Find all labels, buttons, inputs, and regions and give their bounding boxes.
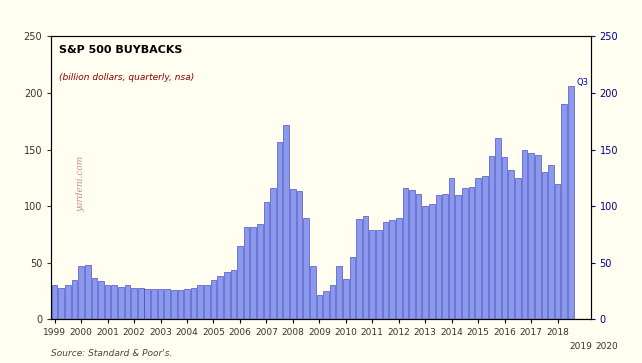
Bar: [442, 194, 448, 319]
Bar: [383, 222, 388, 319]
Bar: [52, 285, 58, 319]
Bar: [317, 294, 322, 319]
Bar: [455, 195, 461, 319]
Bar: [502, 158, 507, 319]
Text: (billion dollars, quarterly, nsa): (billion dollars, quarterly, nsa): [60, 73, 195, 82]
Bar: [198, 285, 203, 319]
Bar: [449, 178, 455, 319]
Bar: [171, 290, 177, 319]
Text: 2019: 2019: [569, 342, 592, 351]
Text: yardeni.com: yardeni.com: [76, 155, 85, 212]
Bar: [131, 288, 137, 319]
Bar: [495, 138, 501, 319]
Bar: [105, 285, 110, 319]
Bar: [323, 291, 329, 319]
Bar: [508, 170, 514, 319]
Bar: [369, 230, 375, 319]
Bar: [482, 176, 487, 319]
Bar: [125, 285, 130, 319]
Bar: [568, 86, 573, 319]
Bar: [277, 142, 282, 319]
Bar: [85, 265, 91, 319]
Bar: [191, 288, 196, 319]
Bar: [310, 266, 315, 319]
Bar: [409, 190, 415, 319]
Bar: [489, 156, 494, 319]
Bar: [211, 280, 216, 319]
Bar: [515, 178, 521, 319]
Bar: [257, 224, 263, 319]
Bar: [522, 150, 527, 319]
Bar: [363, 216, 369, 319]
Bar: [92, 278, 97, 319]
Bar: [237, 246, 243, 319]
Bar: [284, 125, 289, 319]
Bar: [58, 288, 64, 319]
Bar: [330, 285, 335, 319]
Bar: [548, 166, 554, 319]
Bar: [376, 230, 382, 319]
Bar: [158, 289, 163, 319]
Bar: [151, 289, 157, 319]
Bar: [541, 172, 547, 319]
Bar: [178, 290, 183, 319]
Bar: [144, 289, 150, 319]
Bar: [303, 217, 309, 319]
Bar: [528, 153, 534, 319]
Bar: [535, 155, 541, 319]
Bar: [429, 204, 435, 319]
Bar: [336, 266, 342, 319]
Bar: [250, 227, 256, 319]
Bar: [436, 195, 441, 319]
Bar: [118, 287, 124, 319]
Bar: [403, 188, 408, 319]
Bar: [112, 285, 117, 319]
Bar: [350, 257, 355, 319]
Bar: [396, 217, 401, 319]
Bar: [462, 188, 468, 319]
Bar: [356, 219, 362, 319]
Bar: [561, 104, 567, 319]
Bar: [264, 202, 269, 319]
Text: 2020: 2020: [596, 342, 618, 351]
Bar: [164, 289, 170, 319]
Bar: [72, 280, 77, 319]
Text: Source: Standard & Poor's.: Source: Standard & Poor's.: [51, 349, 173, 358]
Bar: [138, 288, 144, 319]
Bar: [270, 188, 276, 319]
Bar: [224, 272, 230, 319]
Bar: [98, 281, 104, 319]
Bar: [217, 276, 223, 319]
Bar: [78, 266, 84, 319]
Bar: [343, 279, 349, 319]
Bar: [204, 285, 210, 319]
Text: S&P 500 BUYBACKS: S&P 500 BUYBACKS: [60, 45, 183, 55]
Bar: [65, 285, 71, 319]
Bar: [475, 178, 481, 319]
Bar: [297, 191, 302, 319]
Text: Q3: Q3: [576, 78, 588, 87]
Bar: [555, 184, 560, 319]
Bar: [184, 289, 190, 319]
Bar: [244, 227, 249, 319]
Bar: [416, 194, 421, 319]
Bar: [290, 189, 296, 319]
Bar: [422, 206, 428, 319]
Bar: [469, 187, 474, 319]
Bar: [230, 270, 236, 319]
Bar: [389, 220, 395, 319]
